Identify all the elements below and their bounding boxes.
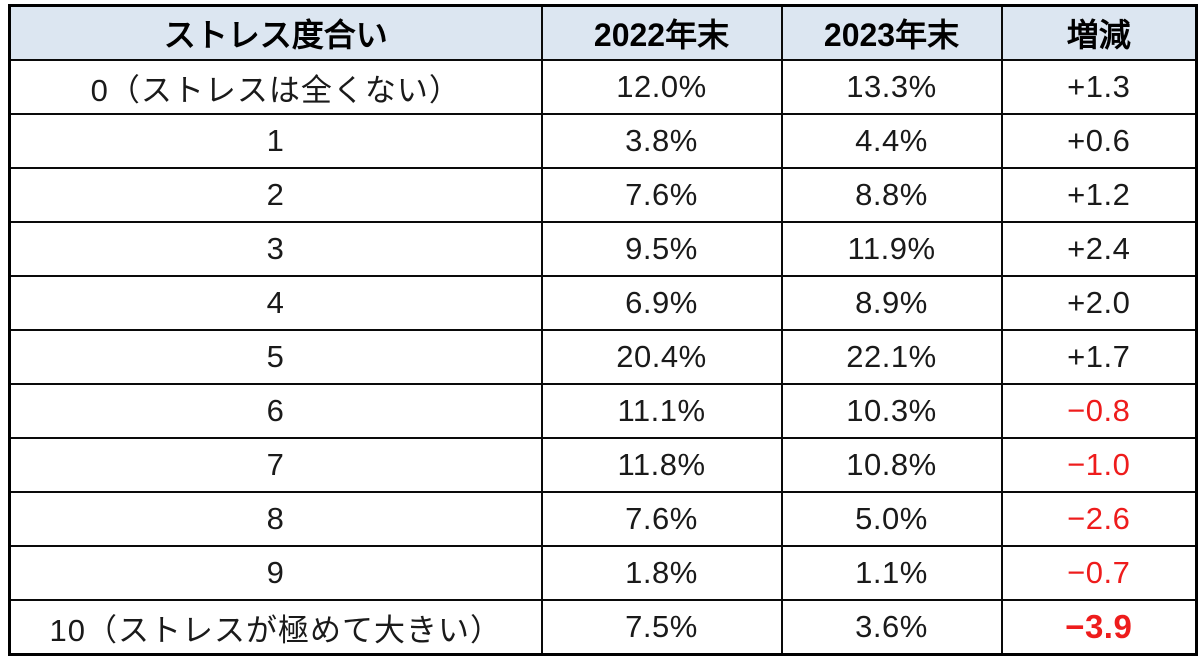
header-stress-level: ストレス度合い — [8, 4, 543, 61]
value-2023: 1.1% — [780, 545, 1003, 601]
value-2023: 10.8% — [780, 437, 1003, 493]
stress-level-table: ストレス度合い 2022年末 2023年末 増減 0（ストレスは全くない） 12… — [8, 4, 1198, 656]
table-row-8: 8 7.6% 5.0% −2.6 — [8, 491, 1198, 547]
value-change: −3.9 — [1000, 599, 1198, 656]
row-label: 10（ストレスが極めて大きい） — [8, 599, 543, 656]
value-change: −0.8 — [1000, 383, 1198, 439]
row-label: 9 — [8, 545, 543, 601]
value-2022: 7.6% — [540, 491, 783, 547]
value-2022: 20.4% — [540, 329, 783, 385]
row-label: 0（ストレスは全くない） — [8, 59, 543, 115]
value-change: +1.2 — [1000, 167, 1198, 223]
table-row-5: 5 20.4% 22.1% +1.7 — [8, 329, 1198, 385]
table-row-2: 2 7.6% 8.8% +1.2 — [8, 167, 1198, 223]
header-row: ストレス度合い 2022年末 2023年末 増減 — [8, 4, 1198, 61]
value-2023: 11.9% — [780, 221, 1003, 277]
table-row-4: 4 6.9% 8.9% +2.0 — [8, 275, 1198, 331]
value-2023: 8.9% — [780, 275, 1003, 331]
row-label: 7 — [8, 437, 543, 493]
table-row-9: 9 1.8% 1.1% −0.7 — [8, 545, 1198, 601]
value-change: +2.4 — [1000, 221, 1198, 277]
value-2023: 13.3% — [780, 59, 1003, 115]
row-label: 1 — [8, 113, 543, 169]
value-2022: 1.8% — [540, 545, 783, 601]
table-row-10: 10（ストレスが極めて大きい） 7.5% 3.6% −3.9 — [8, 599, 1198, 656]
value-2022: 3.8% — [540, 113, 783, 169]
row-label: 3 — [8, 221, 543, 277]
table-row-3: 3 9.5% 11.9% +2.4 — [8, 221, 1198, 277]
value-2022: 6.9% — [540, 275, 783, 331]
row-label: 6 — [8, 383, 543, 439]
value-2023: 22.1% — [780, 329, 1003, 385]
value-2022: 12.0% — [540, 59, 783, 115]
value-change: −0.7 — [1000, 545, 1198, 601]
value-change: −1.0 — [1000, 437, 1198, 493]
row-label: 4 — [8, 275, 543, 331]
value-change: +1.7 — [1000, 329, 1198, 385]
row-label: 8 — [8, 491, 543, 547]
value-2023: 5.0% — [780, 491, 1003, 547]
table-row-0: 0（ストレスは全くない） 12.0% 13.3% +1.3 — [8, 59, 1198, 115]
value-2023: 3.6% — [780, 599, 1003, 656]
row-label: 2 — [8, 167, 543, 223]
row-label: 5 — [8, 329, 543, 385]
header-change: 増減 — [1000, 4, 1198, 61]
value-2022: 11.8% — [540, 437, 783, 493]
value-2022: 7.5% — [540, 599, 783, 656]
value-2023: 8.8% — [780, 167, 1003, 223]
table-row-6: 6 11.1% 10.3% −0.8 — [8, 383, 1198, 439]
value-change: +1.3 — [1000, 59, 1198, 115]
value-change: +2.0 — [1000, 275, 1198, 331]
table-row-7: 7 11.8% 10.8% −1.0 — [8, 437, 1198, 493]
value-change: +0.6 — [1000, 113, 1198, 169]
value-2023: 4.4% — [780, 113, 1003, 169]
header-2022: 2022年末 — [540, 4, 783, 61]
value-change: −2.6 — [1000, 491, 1198, 547]
value-2023: 10.3% — [780, 383, 1003, 439]
value-2022: 7.6% — [540, 167, 783, 223]
header-2023: 2023年末 — [780, 4, 1003, 61]
table-row-1: 1 3.8% 4.4% +0.6 — [8, 113, 1198, 169]
value-2022: 9.5% — [540, 221, 783, 277]
value-2022: 11.1% — [540, 383, 783, 439]
